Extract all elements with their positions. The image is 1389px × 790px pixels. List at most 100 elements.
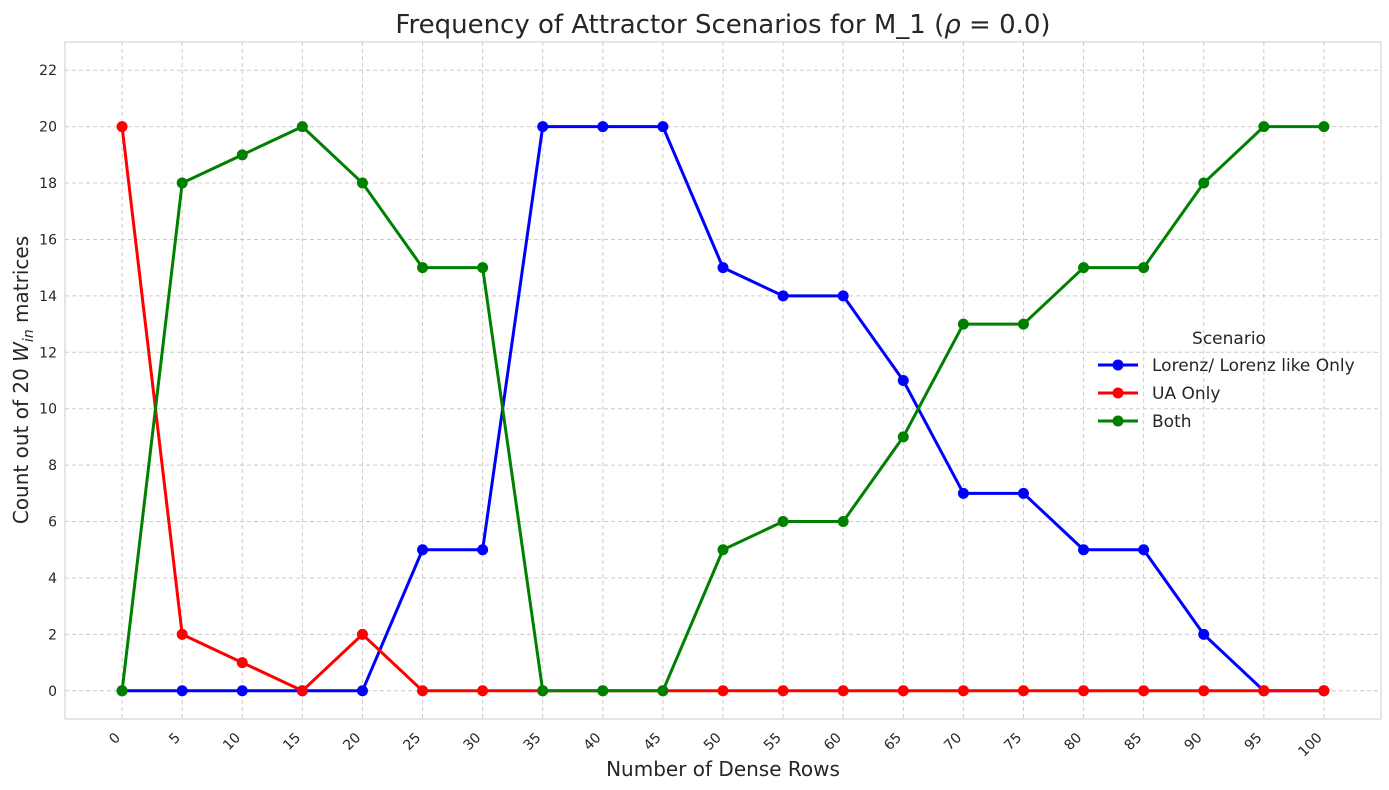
x-tick-label: 15 — [280, 730, 304, 754]
data-point — [897, 431, 909, 443]
data-point — [717, 685, 729, 697]
chart-title: Frequency of Attractor Scenarios for M_1… — [395, 10, 1050, 40]
legend-swatch-marker — [1112, 415, 1124, 427]
data-point — [1017, 685, 1029, 697]
legend-entry: Lorenz/ Lorenz like Only — [1152, 356, 1355, 376]
x-tick-label: 10 — [220, 730, 244, 754]
series-1 — [116, 121, 1330, 697]
data-point — [897, 375, 909, 386]
x-tick-label: 95 — [1242, 730, 1266, 754]
y-tick-label: 20 — [39, 120, 57, 136]
data-point — [236, 149, 248, 161]
data-point — [477, 544, 489, 556]
data-point — [236, 685, 248, 697]
x-tick-label: 5 — [166, 730, 184, 748]
data-point — [477, 262, 489, 274]
data-point — [1138, 544, 1150, 556]
y-tick-label: 18 — [39, 176, 57, 192]
data-point — [957, 685, 969, 697]
legend-entry: Both — [1152, 412, 1192, 432]
data-point — [1198, 685, 1210, 697]
data-point — [356, 177, 368, 189]
y-tick-label: 14 — [39, 289, 57, 305]
data-point — [777, 685, 789, 697]
data-point — [1017, 318, 1029, 330]
data-point — [1017, 487, 1029, 499]
x-tick-label: 25 — [400, 730, 424, 754]
data-point — [657, 121, 669, 133]
legend-swatch-marker — [1112, 359, 1124, 371]
data-point — [1318, 685, 1330, 697]
data-point — [417, 544, 429, 556]
x-tick-label: 30 — [460, 730, 484, 754]
data-point — [1258, 685, 1270, 697]
data-point — [1198, 628, 1210, 640]
y-axis-label: Count out of 20 Win matrices — [9, 236, 37, 524]
legend-swatch-marker — [1112, 387, 1124, 399]
y-tick-label: 8 — [48, 458, 57, 474]
y-tick-label: 2 — [48, 627, 57, 643]
y-axis-ticks: 0 2 4 6 8 10 12 14 16 18 20 22 — [39, 63, 57, 700]
y-tick-label: 10 — [39, 402, 57, 418]
data-point — [837, 685, 849, 697]
data-point — [1258, 121, 1270, 133]
data-point — [176, 628, 188, 640]
data-point — [537, 685, 549, 697]
data-point — [296, 685, 308, 697]
data-point — [537, 121, 549, 133]
data-point — [116, 685, 128, 697]
x-tick-label: 45 — [641, 730, 665, 754]
y-tick-label: 6 — [48, 515, 57, 531]
data-point — [176, 177, 188, 189]
x-axis-label: Number of Dense Rows — [606, 757, 840, 781]
legend-entry: UA Only — [1152, 384, 1220, 404]
data-point — [957, 318, 969, 330]
data-point — [657, 685, 669, 697]
y-tick-label: 22 — [39, 63, 57, 79]
data-point — [1078, 544, 1090, 556]
data-point — [296, 121, 308, 133]
data-point — [1198, 177, 1210, 189]
data-point — [777, 516, 789, 528]
x-tick-label: 35 — [521, 730, 545, 754]
x-tick-label: 50 — [701, 730, 725, 754]
data-point — [477, 685, 489, 697]
x-axis-ticks: 0 5 10 15 20 25 30 35 40 45 50 55 60 65 70 75 80 85 90 95 10… — [106, 730, 1325, 760]
data-point — [356, 628, 368, 640]
legend: Scenario Lorenz/ Lorenz like Only UA Only… — [1098, 329, 1355, 432]
data-point — [417, 262, 429, 274]
x-tick-label: 70 — [941, 730, 965, 754]
data-point — [777, 290, 789, 302]
x-tick-label: 65 — [881, 730, 905, 754]
x-tick-label: 60 — [821, 730, 845, 754]
x-tick-label: 40 — [581, 730, 605, 754]
data-point — [597, 685, 609, 697]
x-tick-label: 55 — [761, 730, 785, 754]
data-point — [116, 121, 128, 133]
series-2 — [116, 121, 1330, 697]
x-tick-label: 75 — [1001, 730, 1025, 754]
x-tick-label: 20 — [340, 730, 364, 754]
data-point — [1078, 262, 1090, 274]
data-point — [1138, 685, 1150, 697]
data-point — [176, 685, 188, 697]
x-tick-label: 90 — [1182, 730, 1206, 754]
data-point — [1138, 262, 1150, 274]
y-tick-label: 12 — [39, 345, 57, 361]
data-point — [717, 262, 729, 274]
data-point — [897, 685, 909, 697]
data-point — [236, 657, 248, 669]
x-tick-label: 100 — [1295, 730, 1325, 760]
x-tick-label: 0 — [106, 730, 124, 748]
data-point — [356, 685, 368, 697]
y-tick-label: 4 — [48, 571, 57, 587]
data-point — [837, 516, 849, 528]
x-tick-label: 85 — [1121, 730, 1145, 754]
data-point — [957, 487, 969, 499]
data-point — [1078, 685, 1090, 697]
data-point — [1318, 121, 1330, 133]
y-tick-label: 16 — [39, 232, 57, 248]
data-point — [717, 544, 729, 556]
data-point — [837, 290, 849, 302]
